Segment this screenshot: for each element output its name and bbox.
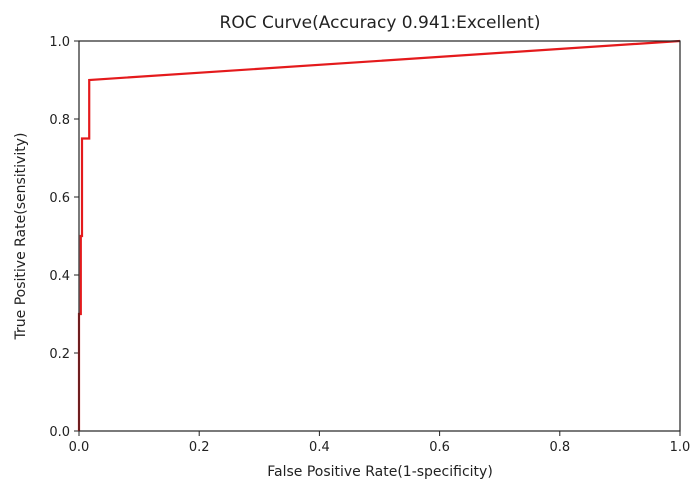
x-tick-label: 1.0 — [670, 440, 691, 455]
x-tick-label: 0.6 — [429, 440, 450, 455]
plot-frame — [78, 40, 681, 432]
roc-curve-line — [77, 39, 681, 431]
x-axis-label: False Positive Rate(1-specificity) — [267, 464, 493, 480]
x-tick-label: 0.0 — [69, 440, 90, 455]
x-tick-label: 0.2 — [189, 440, 210, 455]
y-tick-label: 1.0 — [49, 35, 70, 50]
y-axis-label: True Positive Rate(sensitivity) — [13, 133, 29, 341]
y-tick-label: 0.8 — [49, 113, 70, 128]
chart-title: ROC Curve(Accuracy 0.941:Excellent) — [220, 13, 541, 33]
y-tick-label: 0.4 — [49, 269, 70, 284]
y-tick-label: 0.0 — [49, 425, 70, 440]
x-tick-label: 0.4 — [309, 440, 330, 455]
y-tick-label: 0.2 — [49, 347, 70, 362]
y-tick-label: 0.6 — [49, 191, 70, 206]
x-tick-label: 0.8 — [549, 440, 570, 455]
